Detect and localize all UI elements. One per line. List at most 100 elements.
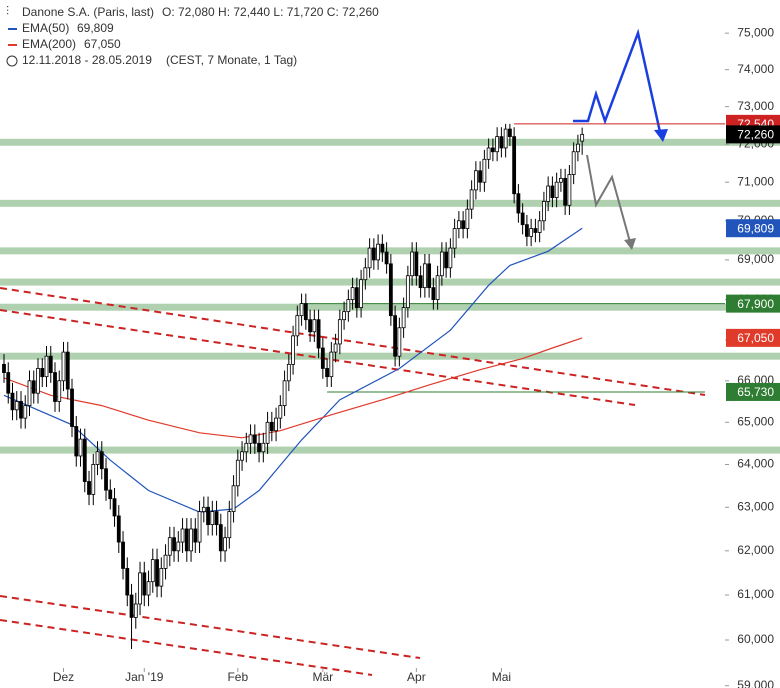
candle-body [495, 136, 500, 153]
y-tick-label: 71,000 [737, 174, 774, 188]
support-zone [0, 199, 780, 207]
price-tag-label: 72,260 [737, 128, 774, 142]
candle-body [206, 506, 210, 526]
ohlc: O: 72,080 H: 72,440 L: 71,720 C: 72,260 [162, 5, 379, 19]
ema-line [3, 337, 583, 439]
candle-body [142, 572, 147, 596]
trend-line [0, 595, 421, 659]
candle-body [576, 143, 580, 153]
price-tag [726, 328, 780, 347]
candle-body [210, 511, 215, 526]
candle-body [350, 287, 355, 301]
candle-body [554, 181, 559, 198]
y-tick-label: 69,000 [737, 252, 774, 266]
candle-body [155, 559, 159, 587]
candle-body [503, 128, 508, 149]
candle-body [172, 537, 176, 552]
candle-body [269, 421, 274, 432]
candle-body [286, 363, 291, 382]
candle-body [167, 537, 172, 556]
candle-body [223, 537, 227, 552]
legend-value: 67,050 [84, 37, 121, 51]
candle-body [499, 136, 504, 149]
candle-body [418, 275, 423, 289]
candle-body [184, 528, 189, 552]
candle-body [40, 368, 45, 378]
annotations [0, 28, 706, 676]
candle-body [444, 251, 449, 269]
price-tag-label: 69,809 [737, 221, 774, 235]
candle-body [193, 528, 198, 543]
arrow-head [654, 129, 668, 142]
candle-body [159, 568, 164, 587]
candle-body [482, 158, 487, 183]
y-tick-label: 74,000 [737, 62, 774, 76]
candle-body [346, 299, 351, 313]
candle-body [150, 559, 155, 583]
candle-body [520, 212, 525, 226]
candle-body [388, 263, 393, 317]
candle-body [189, 528, 193, 552]
y-tick-label: 65,000 [737, 414, 774, 428]
candle-body [333, 343, 338, 353]
candle-body [456, 220, 461, 229]
x-tick-label: Apr [407, 670, 426, 684]
candle-body [448, 247, 453, 269]
candle-body [342, 311, 346, 321]
candle-body [422, 263, 427, 289]
candle-body [435, 275, 440, 301]
candle-body [87, 481, 91, 495]
candle-body [6, 372, 11, 394]
candle-body [354, 287, 359, 309]
candle-body [337, 319, 342, 345]
candle-body [248, 434, 253, 444]
candle-body [261, 442, 266, 453]
price-tag [726, 382, 780, 401]
candle-body [82, 438, 87, 482]
candle-body [257, 442, 261, 453]
candle-body [74, 426, 79, 457]
x-tick-label: Mai [492, 670, 511, 684]
candle-body [108, 489, 113, 500]
candle-body [295, 315, 300, 337]
candle-body [473, 170, 478, 191]
candle-body [393, 315, 398, 357]
candle-body [541, 201, 546, 222]
period-info: (CEST, 7 Monate, 1 Tag) [166, 53, 297, 67]
candle-body [380, 243, 385, 253]
candle-body [14, 401, 19, 411]
arrow-head [624, 238, 636, 250]
candle-body [57, 380, 62, 402]
candle-body [312, 319, 317, 333]
candle-body [91, 464, 96, 495]
candle-body [244, 442, 249, 453]
candle-body [2, 363, 6, 373]
candle-body [359, 279, 363, 309]
candle-body [197, 511, 202, 543]
legend: ⫶ Danone S.A. (Paris, last) O: 72,080 H:… [6, 4, 379, 67]
candle-body [427, 263, 432, 289]
y-tick-label: 61,000 [737, 587, 774, 601]
candle-body [308, 319, 312, 333]
price-tag [726, 219, 780, 238]
candle-body [571, 151, 576, 175]
projection-arrow [573, 28, 662, 133]
candle-body [235, 459, 240, 487]
price-tag-label: 65,730 [737, 385, 774, 399]
candle-body [529, 228, 534, 237]
candle-body [282, 380, 287, 407]
candle-body [452, 228, 457, 249]
candle-body [465, 208, 470, 229]
clock-icon [6, 55, 18, 67]
price-tag-label: 67,050 [737, 331, 774, 345]
candle-body [129, 594, 134, 618]
candle-body [516, 193, 521, 214]
candle-body [214, 511, 219, 526]
trend-line [0, 287, 706, 396]
y-tick-label: 63,000 [737, 499, 774, 513]
candle-body [401, 307, 406, 329]
candle-body [78, 438, 83, 457]
candle-body [431, 287, 436, 301]
support-zone [0, 138, 780, 146]
